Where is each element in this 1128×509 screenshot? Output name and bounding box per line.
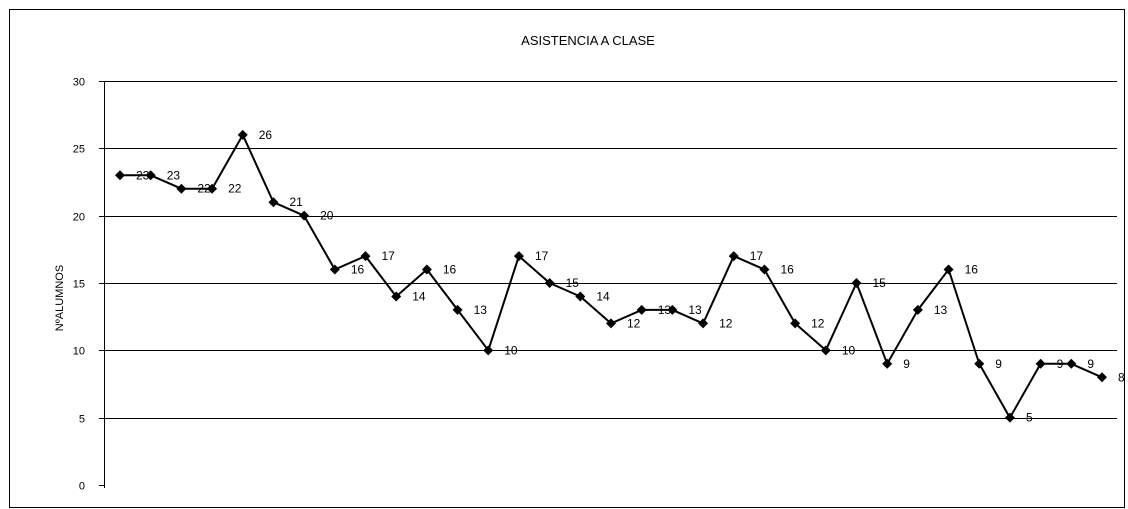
y-axis: 0 5 10 15 20 25 30 <box>73 77 105 493</box>
data-label: 10 <box>842 343 856 357</box>
data-labels: 23 23 22 22 26 21 20 16 17 14 16 13 10 17 15 14 12 13 13 12… <box>136 128 1125 425</box>
chart-title: ASISTENCIA A CLASE <box>521 33 655 48</box>
data-point <box>329 264 340 275</box>
data-label: 16 <box>780 263 794 277</box>
data-label: 5 <box>1026 411 1033 425</box>
y-tick-label: 20 <box>73 212 85 224</box>
data-point <box>882 358 893 369</box>
data-label: 17 <box>750 249 764 263</box>
data-label: 12 <box>719 316 733 330</box>
y-tick-label: 15 <box>73 279 85 291</box>
series-markers <box>115 129 1107 423</box>
data-label: 9 <box>903 357 910 371</box>
y-tick-label: 30 <box>73 77 85 89</box>
data-point <box>1097 372 1107 383</box>
data-label: 20 <box>320 209 334 223</box>
data-point <box>452 304 463 315</box>
data-label: 14 <box>412 289 426 303</box>
data-point <box>606 318 616 329</box>
data-point <box>575 291 586 302</box>
data-point <box>698 318 709 329</box>
data-label: 21 <box>289 195 303 209</box>
data-label: 10 <box>504 343 518 357</box>
data-label: 13 <box>934 303 948 317</box>
data-label: 13 <box>474 303 488 317</box>
data-point <box>974 358 985 369</box>
data-point <box>268 197 279 208</box>
data-label: 16 <box>351 263 365 277</box>
data-point <box>1035 358 1046 369</box>
data-point <box>943 264 954 275</box>
data-label: 9 <box>995 357 1002 371</box>
y-tick-label: 25 <box>73 144 85 156</box>
data-point <box>636 304 647 315</box>
data-label: 15 <box>873 276 887 290</box>
data-point <box>237 129 248 140</box>
data-label: 23 <box>167 168 181 182</box>
y-tick-label: 10 <box>73 346 85 358</box>
data-point <box>1066 358 1077 369</box>
data-point <box>391 291 402 302</box>
data-label: 17 <box>535 249 549 263</box>
data-point <box>360 251 371 262</box>
data-point <box>513 251 524 262</box>
data-label: 23 <box>136 168 150 182</box>
data-label: 12 <box>627 316 641 330</box>
y-axis-title: NºALUMNOS <box>54 265 66 331</box>
data-label: 13 <box>658 303 672 317</box>
data-label: 26 <box>259 128 273 142</box>
data-label: 22 <box>197 182 211 196</box>
data-point <box>483 345 494 356</box>
data-label: 12 <box>811 316 825 330</box>
data-point <box>1004 412 1015 423</box>
data-point <box>176 183 187 194</box>
data-point <box>912 304 923 315</box>
data-point <box>115 170 125 181</box>
data-point <box>820 345 831 356</box>
data-label: 17 <box>382 249 396 263</box>
data-label: 22 <box>228 182 242 196</box>
data-label: 16 <box>965 263 979 277</box>
data-label: 8 <box>1118 370 1125 384</box>
data-point <box>145 170 156 181</box>
y-tick-label: 0 <box>79 481 85 493</box>
data-point <box>299 210 310 221</box>
data-point <box>759 264 770 275</box>
data-point <box>421 264 432 275</box>
data-point <box>207 183 218 194</box>
data-label: 9 <box>1057 357 1064 371</box>
data-point <box>728 251 739 262</box>
data-point <box>851 278 862 288</box>
data-label: 9 <box>1087 357 1094 371</box>
y-tick-label: 5 <box>79 414 85 426</box>
data-label: 16 <box>443 263 457 277</box>
gridlines <box>104 81 1117 419</box>
data-label: 13 <box>688 303 702 317</box>
data-point <box>544 278 555 288</box>
data-point <box>667 304 678 315</box>
chart-border <box>9 9 1125 508</box>
data-label: 15 <box>566 276 580 290</box>
data-label: 14 <box>596 289 610 303</box>
data-point <box>790 318 801 329</box>
